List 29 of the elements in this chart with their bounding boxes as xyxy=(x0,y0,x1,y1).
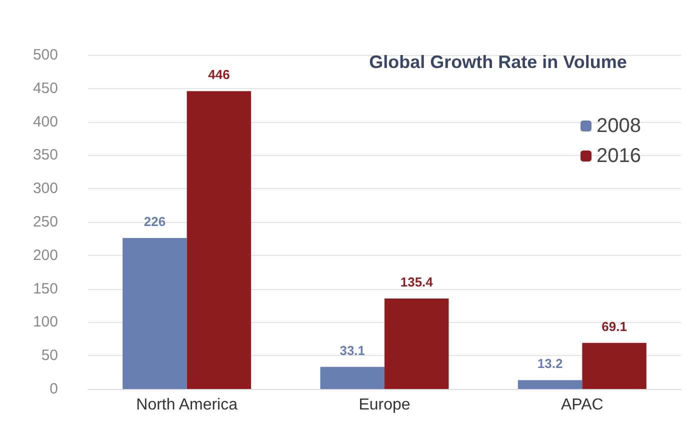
y-tick-label: 450 xyxy=(32,80,58,97)
data-label: 135.4 xyxy=(400,274,434,290)
y-tick-label: 300 xyxy=(32,180,58,198)
data-label: 13.2 xyxy=(537,356,563,372)
bar xyxy=(384,298,449,389)
y-tick-label: 50 xyxy=(41,347,58,364)
chart-title: Global Growth Rate in Volume xyxy=(369,52,627,72)
data-label: 226 xyxy=(144,214,166,230)
data-label: 33.1 xyxy=(340,342,366,358)
data-label: 446 xyxy=(208,67,230,82)
legend-label: 2016 xyxy=(596,145,642,167)
y-tick-label: 100 xyxy=(32,314,58,331)
y-tick-label: 350 xyxy=(32,146,58,164)
x-tick-label: Europe xyxy=(358,396,410,414)
y-tick-label: 400 xyxy=(32,113,58,130)
y-tick-label: 250 xyxy=(32,214,58,230)
y-tick-label: 500 xyxy=(32,46,58,64)
legend-label: 2008 xyxy=(596,115,642,137)
bar xyxy=(186,91,252,389)
y-tick-label: 0 xyxy=(50,380,58,398)
x-tick-label: APAC xyxy=(560,396,604,414)
data-label: 69.1 xyxy=(602,318,627,334)
bar xyxy=(122,238,187,389)
y-tick-label: 200 xyxy=(32,246,58,264)
y-tick-label: 150 xyxy=(32,280,58,298)
bar xyxy=(582,342,646,389)
bar xyxy=(320,366,384,389)
bar xyxy=(518,380,582,389)
x-tick-label: North America xyxy=(136,396,238,414)
